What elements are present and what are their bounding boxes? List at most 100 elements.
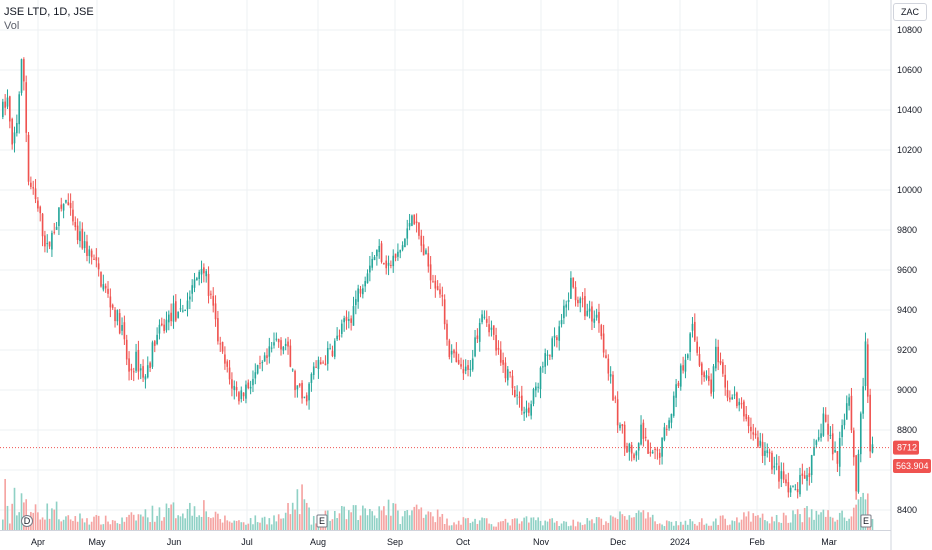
candle-body	[607, 358, 610, 374]
volume-bar	[558, 525, 561, 530]
candle-body	[343, 318, 345, 323]
candle-body	[167, 314, 170, 323]
volume-bar	[616, 519, 619, 530]
volume-bar	[474, 518, 476, 530]
volume-bar	[406, 510, 409, 530]
x-tick-label: Apr	[31, 537, 45, 547]
volume-bar	[387, 499, 390, 530]
candle-body	[100, 272, 102, 287]
volume-bar	[282, 518, 285, 530]
candle-body	[338, 335, 341, 337]
volume-bar	[855, 504, 857, 530]
currency-button[interactable]: ZAC	[893, 3, 927, 21]
volume-bar	[836, 519, 839, 530]
candle-body	[539, 367, 542, 390]
volume-legend-label[interactable]: Vol	[4, 20, 20, 32]
candle-body	[90, 250, 93, 258]
volume-bar	[11, 503, 13, 530]
candle-body	[553, 335, 556, 338]
volume-bar	[427, 511, 430, 530]
volume-bar	[329, 520, 331, 530]
candle-body	[48, 241, 51, 247]
candle-body	[137, 350, 140, 372]
candle-body	[743, 401, 745, 417]
candle-body	[736, 392, 738, 407]
candle-body	[256, 365, 259, 374]
volume-bar	[464, 518, 467, 530]
candle-body	[310, 374, 313, 383]
volume-bar	[371, 511, 374, 530]
volume-bar	[647, 512, 649, 530]
volume-bar	[492, 526, 495, 530]
volume-bar	[612, 516, 614, 530]
volume-bar	[551, 518, 554, 530]
candle-body	[53, 231, 56, 233]
candle-body	[319, 362, 322, 365]
candle-body	[476, 335, 479, 339]
dividend-marker	[21, 515, 33, 527]
volume-bar	[46, 503, 49, 530]
volume-bar	[69, 519, 72, 530]
candle-body	[376, 249, 378, 257]
volume-bar	[116, 523, 119, 530]
volume-bar	[231, 522, 233, 530]
volume-bar	[764, 520, 766, 530]
candle-body	[488, 324, 490, 333]
volume-bar	[174, 518, 177, 530]
volume-bar	[343, 506, 345, 530]
volume-bar	[44, 519, 46, 530]
volume-bar	[205, 511, 208, 530]
volume-bar	[717, 524, 720, 530]
candle-body	[67, 202, 70, 206]
volume-bar	[88, 524, 91, 530]
candle-body	[827, 423, 829, 435]
volume-bar	[228, 521, 231, 530]
volume-bar	[829, 516, 832, 530]
candle-body	[2, 101, 4, 117]
volume-bar	[196, 516, 198, 530]
volume-bar	[817, 514, 820, 530]
candle-body	[525, 408, 528, 413]
candle-body	[693, 321, 696, 341]
volume-bar	[266, 524, 268, 530]
axis-badges: 8712 563.904 K	[893, 440, 932, 473]
volume-bar	[189, 502, 191, 530]
candle-body	[420, 235, 423, 246]
candlestick-series[interactable]	[2, 57, 874, 500]
candle-body	[413, 214, 416, 225]
volume-bar	[261, 517, 264, 530]
symbol-title[interactable]: JSE LTD, 1D, JSE	[4, 6, 94, 18]
candle-body	[291, 369, 294, 371]
candle-body	[724, 374, 727, 388]
volume-bar	[273, 515, 275, 530]
volume-bar	[726, 525, 729, 530]
candle-body	[663, 427, 666, 440]
candle-body	[670, 413, 673, 423]
candle-body	[55, 226, 58, 230]
candle-body	[62, 203, 65, 211]
volume-bar	[41, 517, 44, 530]
volume-bar	[418, 509, 420, 530]
candle-body	[698, 354, 701, 366]
y-tick-label: 9000	[897, 385, 917, 395]
volume-bar	[724, 518, 727, 530]
candle-body	[46, 243, 49, 245]
volume-bar	[567, 526, 570, 530]
volume-bar	[226, 520, 229, 530]
volume-bar	[301, 484, 303, 530]
volume-bar	[476, 523, 479, 530]
volume-bar	[778, 522, 780, 530]
volume-bar	[280, 518, 282, 530]
candle-body	[226, 361, 229, 367]
candle-body	[425, 250, 427, 255]
volume-bar	[347, 510, 350, 530]
volume-bar	[478, 520, 481, 530]
candle-body	[378, 245, 381, 253]
candle-body	[210, 293, 212, 295]
candle-body	[336, 335, 338, 340]
volume-bar	[397, 510, 399, 530]
volume-bar	[497, 522, 500, 530]
